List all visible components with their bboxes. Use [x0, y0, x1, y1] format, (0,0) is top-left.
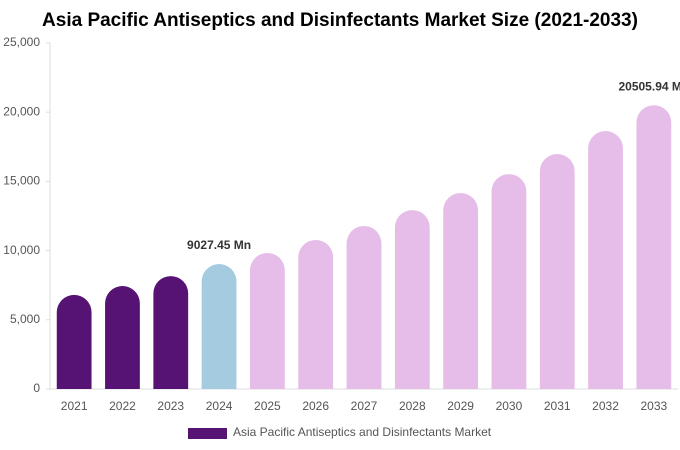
value-label: 9027.45 Mn [187, 238, 251, 252]
y-tick-label: 5,000 [10, 312, 40, 326]
x-tick-label: 2029 [447, 399, 474, 413]
bar [491, 174, 527, 389]
y-tick-label: 25,000 [3, 35, 40, 49]
bar [636, 105, 672, 389]
y-tick-label: 20,000 [3, 104, 40, 118]
bar [394, 210, 430, 389]
bar [105, 286, 140, 389]
y-tick-label: 10,000 [3, 243, 40, 257]
x-tick-label: 2030 [496, 399, 523, 413]
bar [153, 276, 189, 389]
chart-title: Asia Pacific Antiseptics and Disinfectan… [42, 10, 638, 31]
x-tick-label: 2024 [206, 399, 233, 413]
bar [249, 252, 285, 389]
bar [298, 239, 334, 389]
bar [346, 225, 382, 389]
x-tick-label: 2025 [254, 399, 281, 413]
x-tick-label: 2033 [640, 399, 667, 413]
legend-label: Asia Pacific Antiseptics and Disinfectan… [233, 425, 492, 439]
x-tick-label: 2026 [302, 399, 329, 413]
bar [539, 154, 575, 389]
legend-swatch [188, 428, 227, 439]
x-tick-label: 2032 [592, 399, 619, 413]
x-tick-label: 2022 [109, 399, 136, 413]
x-tick-label: 2023 [157, 399, 184, 413]
x-tick-label: 2027 [351, 399, 378, 413]
x-tick-label: 2028 [399, 399, 426, 413]
bar [56, 294, 92, 389]
bar [201, 264, 237, 389]
bar [588, 131, 623, 389]
y-tick-label: 15,000 [3, 174, 40, 188]
x-tick-label: 2031 [544, 399, 571, 413]
x-tick-label: 2021 [61, 399, 88, 413]
bar [443, 193, 479, 389]
y-tick-label: 0 [33, 381, 40, 395]
value-label: 20505.94 Mn [618, 79, 680, 93]
